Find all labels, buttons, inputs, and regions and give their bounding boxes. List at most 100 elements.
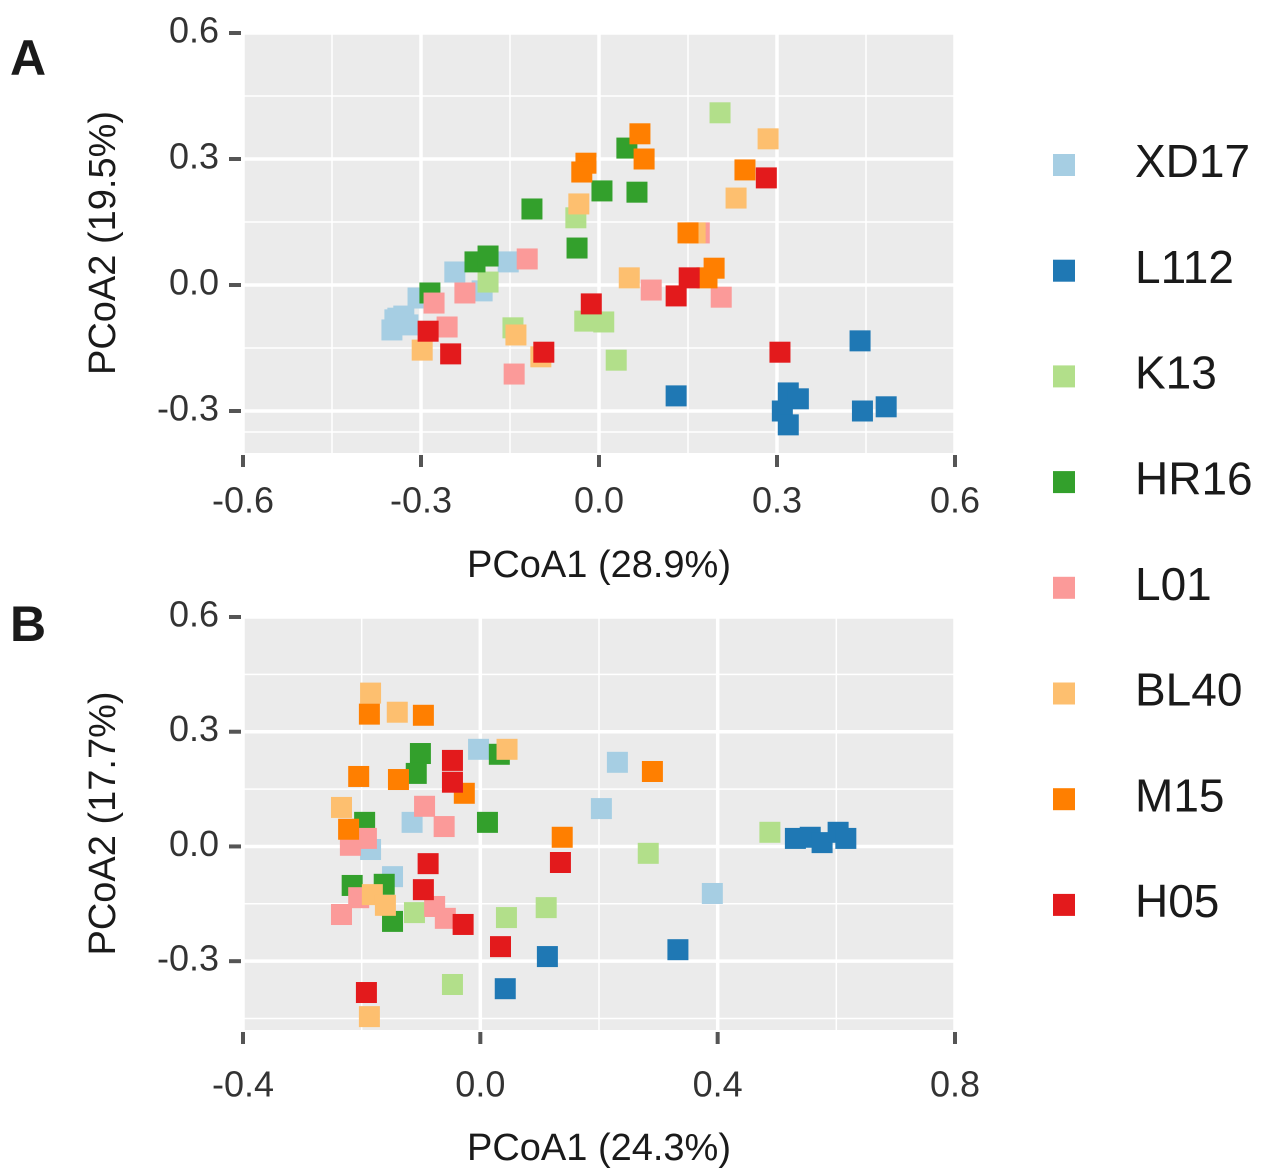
point <box>405 762 427 784</box>
point <box>701 882 723 904</box>
legend-swatch <box>1053 471 1075 494</box>
point <box>433 816 455 838</box>
point <box>411 339 433 361</box>
y-axis-label: PCoA2 (19.5%) <box>82 111 124 375</box>
point <box>496 738 518 760</box>
legend-swatch <box>1053 576 1075 599</box>
point <box>454 282 476 304</box>
point <box>468 738 490 760</box>
y-tick-label: 0.6 <box>169 10 219 51</box>
point <box>566 237 588 259</box>
point <box>417 320 439 342</box>
point <box>348 765 370 787</box>
x-tick-label: -0.6 <box>212 480 274 521</box>
point <box>360 682 382 704</box>
legend-label: HR16 <box>1135 452 1253 504</box>
point <box>769 341 791 363</box>
point <box>593 311 615 333</box>
panel-label: B <box>10 596 46 652</box>
point <box>497 251 519 273</box>
point <box>412 879 434 901</box>
legend-label: H05 <box>1135 875 1219 927</box>
point <box>755 167 777 189</box>
x-tick-label: 0.0 <box>455 1064 505 1105</box>
point <box>330 904 352 926</box>
point <box>725 187 747 209</box>
x-axis-label: PCoA1 (24.3%) <box>467 1127 731 1169</box>
point <box>677 222 699 244</box>
point <box>875 396 897 418</box>
y-tick-label: -0.3 <box>157 388 219 429</box>
legend-label: BL40 <box>1135 664 1242 716</box>
x-tick-label: 0.0 <box>574 480 624 521</box>
point <box>403 902 425 924</box>
point <box>330 796 352 818</box>
x-tick-label: 0.3 <box>752 480 802 521</box>
point <box>757 128 779 150</box>
point <box>629 123 651 145</box>
point <box>835 827 857 849</box>
point <box>665 385 687 407</box>
point <box>339 834 361 856</box>
legend-swatch <box>1053 154 1075 176</box>
point <box>641 760 663 782</box>
y-axis-label: PCoA2 (17.7%) <box>82 691 124 955</box>
x-tick-label: -0.3 <box>390 480 452 521</box>
legend-swatch <box>1053 259 1075 282</box>
point <box>423 292 445 314</box>
point <box>590 798 612 820</box>
point <box>709 102 731 124</box>
point <box>477 271 499 293</box>
point <box>551 826 573 848</box>
legend-label: L112 <box>1135 241 1234 293</box>
point <box>851 400 873 422</box>
point <box>409 743 431 765</box>
point <box>591 180 613 202</box>
legend-label: L01 <box>1135 558 1212 610</box>
x-tick-label: 0.6 <box>930 480 980 521</box>
point <box>387 769 409 791</box>
point <box>355 982 377 1004</box>
point <box>494 978 516 1000</box>
point <box>354 811 376 833</box>
point <box>417 853 439 875</box>
point <box>665 285 687 307</box>
panel-label: A <box>10 30 46 86</box>
point <box>637 842 659 864</box>
point <box>536 946 558 968</box>
point <box>441 973 463 995</box>
legend-label: XD17 <box>1135 135 1250 187</box>
point <box>533 341 555 363</box>
point <box>441 771 463 793</box>
point <box>633 148 655 170</box>
point <box>811 832 833 854</box>
legend-label: M15 <box>1135 769 1224 821</box>
point <box>667 939 689 961</box>
point <box>440 343 462 365</box>
point <box>412 704 434 726</box>
y-tick-label: 0.0 <box>169 262 219 303</box>
point <box>476 811 498 833</box>
point <box>516 248 538 270</box>
point <box>605 349 627 371</box>
point <box>606 751 628 773</box>
legend-swatch <box>1053 893 1075 916</box>
legend-swatch <box>1053 682 1075 705</box>
point <box>640 279 662 301</box>
point <box>401 811 423 833</box>
x-axis-label: PCoA1 (28.9%) <box>467 544 731 586</box>
point <box>358 703 380 725</box>
point <box>849 330 871 352</box>
x-tick-label: 0.4 <box>693 1064 743 1105</box>
legend-swatch <box>1053 365 1075 388</box>
legend-swatch <box>1053 788 1075 811</box>
point <box>787 388 809 410</box>
point <box>338 818 360 840</box>
point <box>626 181 648 203</box>
point <box>414 795 436 817</box>
point <box>574 310 596 332</box>
point <box>434 907 456 929</box>
y-tick-label: 0.0 <box>169 823 219 864</box>
point <box>580 293 602 315</box>
